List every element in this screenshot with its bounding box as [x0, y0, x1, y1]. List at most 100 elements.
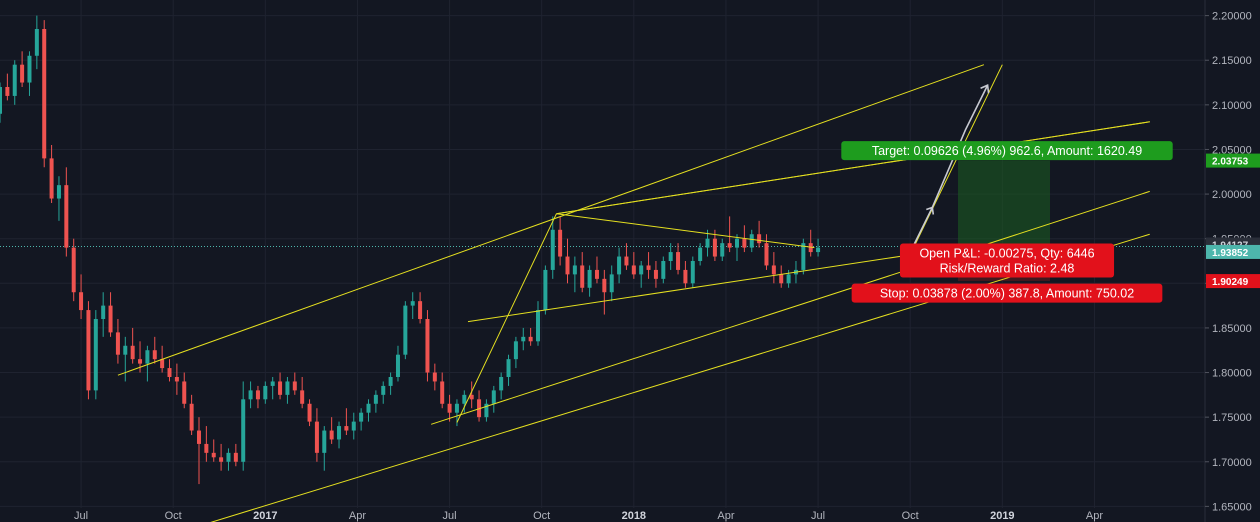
candle: [705, 238, 710, 248]
price-badge-label: 1.90249: [1212, 277, 1249, 288]
y-axis: 1.650001.700001.750001.800001.850001.900…: [1204, 0, 1260, 522]
candle: [86, 310, 91, 391]
candle: [241, 399, 246, 462]
candle: [351, 421, 356, 431]
x-tick-label: Jul: [74, 510, 88, 522]
candle: [196, 430, 201, 444]
candle: [211, 452, 216, 458]
price-badge-label: 1.93852: [1212, 248, 1249, 259]
candle: [757, 234, 762, 244]
candle: [255, 390, 260, 400]
price-badge-target: [1206, 153, 1260, 168]
candle: [764, 243, 769, 266]
candle: [631, 265, 636, 275]
y-tick-label: 1.80000: [1212, 368, 1252, 380]
candle: [27, 55, 32, 83]
candle: [587, 269, 592, 288]
candle: [432, 372, 437, 382]
candle: [720, 243, 725, 257]
candle: [108, 305, 113, 333]
x-tick-label: Jul: [811, 510, 825, 522]
trendline: [902, 64, 1003, 271]
candle: [160, 359, 165, 369]
candle: [79, 292, 84, 311]
x-axis: Jul Oct 2017 Apr Jul Oct 2018 Apr Jul Oct 2019 Apr: [74, 510, 1103, 522]
candle: [683, 269, 688, 284]
candle: [609, 274, 614, 293]
y-tick-label: 1.85000: [1212, 323, 1252, 335]
candle: [42, 29, 47, 159]
trendline: [210, 233, 1150, 522]
candle: [536, 310, 541, 342]
x-tick-label: Jul: [443, 510, 457, 522]
candle: [359, 412, 364, 422]
candle: [779, 274, 784, 284]
candle: [344, 426, 349, 431]
x-tick-label: Apr: [717, 510, 734, 522]
candle: [477, 399, 482, 418]
candle: [5, 87, 10, 96]
candle: [698, 247, 703, 261]
candle: [130, 345, 135, 360]
y-tick-label: 2.15000: [1212, 55, 1252, 67]
projection-path: [902, 84, 989, 268]
candle: [366, 403, 371, 413]
candle: [816, 247, 821, 253]
candle: [189, 403, 194, 431]
candle: [337, 426, 342, 440]
candle: [233, 452, 238, 462]
candle: [373, 394, 378, 404]
candle: [528, 336, 533, 342]
candle: [543, 269, 548, 311]
candle: [735, 238, 740, 248]
candle: [499, 377, 504, 391]
candle: [123, 345, 128, 355]
candle: [727, 243, 732, 248]
candle: [403, 305, 408, 355]
y-tick-label: 2.20000: [1212, 11, 1252, 23]
candle: [314, 421, 319, 453]
stop-label-text: Stop: 0.03878 (2.00%) 387.8, Amount: 750…: [880, 287, 1134, 301]
candle: [49, 158, 54, 199]
candle: [661, 261, 666, 279]
y-tick-label: 2.00000: [1212, 189, 1252, 201]
candle: [521, 336, 526, 342]
candle: [506, 359, 511, 377]
x-tick-label: Apr: [349, 510, 366, 522]
candle: [0, 87, 2, 114]
candle: [646, 265, 651, 270]
candle: [248, 390, 253, 400]
candle: [572, 265, 577, 275]
position-labels[interactable]: Target: 0.09626 (4.96%) 962.6, Amount: 1…: [841, 141, 1173, 303]
y-tick-label: 2.05000: [1212, 144, 1252, 156]
candle: [491, 390, 496, 404]
candle: [167, 368, 172, 377]
candle: [204, 443, 209, 453]
candle: [690, 261, 695, 284]
open-pnl-label: Open P&L: -0.00275, Qty: 6446Risk/Reward…: [899, 243, 1115, 278]
trendline: [456, 213, 557, 423]
x-tick-label: Oct: [902, 510, 919, 522]
stop-label-bg: [851, 283, 1163, 303]
candle: [558, 229, 563, 257]
candle: [653, 269, 658, 279]
candle: [786, 274, 791, 284]
projection-arrow: [902, 84, 990, 268]
candle: [93, 319, 98, 391]
candle: [138, 359, 143, 364]
x-tick-label: Oct: [165, 510, 182, 522]
candle: [749, 234, 754, 248]
y-tick-label: 1.70000: [1212, 457, 1252, 469]
candle: [322, 430, 327, 453]
candle: [145, 350, 150, 364]
candle: [565, 256, 570, 275]
candle: [594, 269, 599, 279]
y-tick-label: 2.10000: [1212, 100, 1252, 112]
price-badge-last: [1206, 244, 1260, 259]
candle: [263, 385, 268, 400]
candle: [381, 385, 386, 395]
candle: [742, 238, 747, 248]
candle: [388, 377, 393, 386]
candle: [307, 403, 312, 422]
